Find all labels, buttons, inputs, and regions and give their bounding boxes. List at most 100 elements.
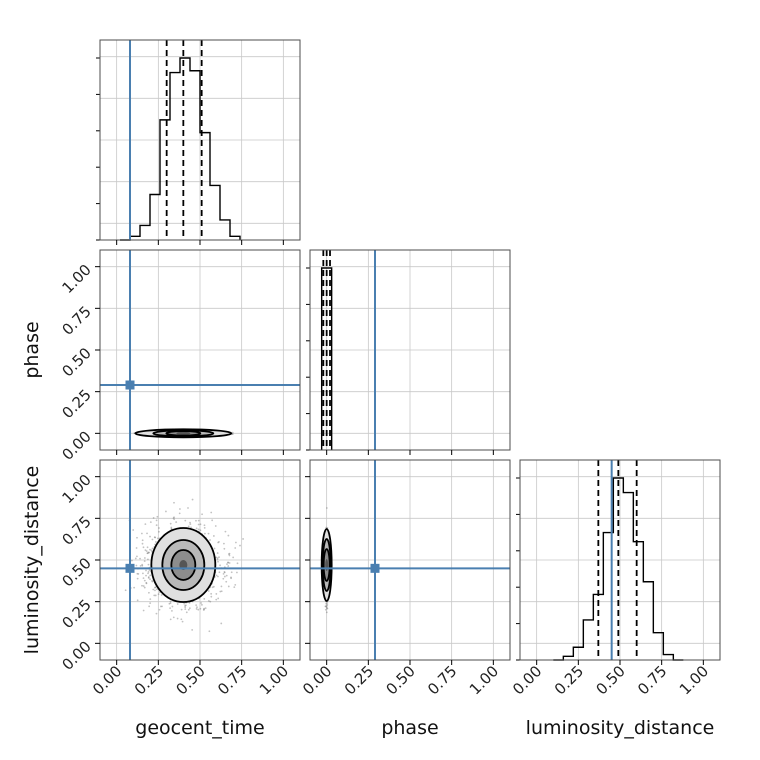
- sample-point: [234, 584, 237, 586]
- sample-point: [188, 607, 191, 610]
- sample-point: [187, 525, 190, 528]
- sample-point: [228, 552, 231, 555]
- sample-point: [223, 547, 226, 550]
- sample-point: [169, 600, 172, 603]
- sample-point: [201, 513, 203, 516]
- x-tick-label: 0.50: [592, 662, 628, 698]
- sample-point: [135, 564, 138, 567]
- sample-point: [227, 561, 229, 564]
- ld-phase-truth-marker: [370, 563, 380, 573]
- sample-point: [225, 574, 228, 577]
- sample-point: [154, 586, 157, 589]
- sample-point: [170, 527, 173, 530]
- sample-point: [218, 571, 221, 574]
- sample-point: [203, 597, 206, 600]
- sample-point: [149, 578, 151, 581]
- sample-point: [150, 549, 153, 552]
- sample-point: [195, 608, 198, 610]
- sample-point: [202, 609, 205, 611]
- sample-point: [228, 562, 231, 564]
- sample-point: [225, 580, 228, 583]
- sample-point: [213, 547, 216, 550]
- sample-point: [210, 511, 213, 514]
- x-tick-label: 0.25: [551, 662, 587, 698]
- sample-point: [184, 604, 186, 607]
- sample-point: [141, 563, 144, 566]
- sample-point: [136, 599, 139, 602]
- sample-point: [136, 536, 138, 539]
- sample-point: [151, 579, 154, 582]
- sample-point: [169, 607, 172, 610]
- sample-point: [208, 630, 211, 633]
- sample-point: [142, 577, 145, 580]
- sample-point: [184, 606, 187, 609]
- sample-point: [220, 622, 223, 625]
- sample-point: [136, 555, 138, 558]
- sample-point: [181, 620, 184, 623]
- sample-point: [214, 525, 217, 527]
- sample-point: [147, 576, 150, 579]
- sample-point: [228, 553, 230, 556]
- sample-point: [143, 560, 146, 563]
- histogram-phase: [320, 267, 333, 450]
- ld-phase-contour-1: [321, 538, 332, 592]
- sample-point: [158, 530, 160, 533]
- sample-point: [149, 521, 152, 523]
- sample-point: [149, 574, 152, 577]
- sample-point: [180, 608, 183, 611]
- sample-point: [184, 604, 187, 607]
- sample-point: [132, 529, 135, 531]
- sample-point: [224, 530, 227, 533]
- y-tick-label: 0.50: [58, 344, 94, 380]
- sample-point: [156, 537, 159, 540]
- sample-point: [141, 539, 144, 542]
- sample-point: [158, 527, 160, 529]
- sample-point: [145, 569, 147, 572]
- sample-point: [154, 536, 157, 539]
- sample-point: [155, 612, 158, 615]
- x-tick-label: 0.00: [509, 662, 545, 698]
- y-tick-label: 0.00: [58, 637, 94, 673]
- sample-point: [215, 593, 218, 595]
- sample-point: [199, 529, 202, 532]
- sample-point: [148, 605, 151, 608]
- ld-geocent-truth-marker: [125, 563, 135, 573]
- sample-point: [142, 546, 145, 549]
- sample-point: [216, 558, 219, 561]
- y-axis-label-luminosity-distance: luminosity_distance: [21, 466, 43, 655]
- sample-point: [130, 559, 133, 562]
- sample-point: [134, 557, 137, 560]
- sample-point: [215, 598, 218, 601]
- sample-point: [211, 586, 214, 589]
- sample-point: [188, 601, 191, 604]
- phase-geocent-contour-0: [134, 428, 233, 439]
- sample-point: [203, 524, 206, 527]
- sample-point: [204, 607, 207, 610]
- sample-point: [184, 519, 187, 522]
- sample-point: [230, 576, 232, 579]
- sample-point: [157, 593, 160, 596]
- sample-point: [199, 607, 202, 610]
- sample-point: [147, 563, 150, 566]
- sample-point: [156, 515, 159, 518]
- sample-point: [220, 590, 223, 593]
- sample-point: [231, 433, 234, 435]
- sample-point: [148, 551, 150, 554]
- sample-point: [222, 572, 225, 575]
- x-tick-label: 0.25: [131, 662, 167, 698]
- sample-point: [210, 592, 213, 595]
- phase-geocent-density-3: [176, 431, 191, 435]
- ld-geocent-contour-2: [170, 549, 197, 581]
- sample-point: [144, 549, 147, 552]
- sample-point: [200, 602, 202, 604]
- sample-point: [191, 498, 194, 501]
- sample-point: [207, 532, 210, 535]
- sample-point: [133, 586, 136, 589]
- sample-point: [154, 541, 157, 543]
- sample-point: [136, 572, 139, 575]
- sample-point: [207, 590, 210, 592]
- sample-point: [149, 602, 152, 605]
- x-tick-label: 1.00: [466, 662, 502, 698]
- sample-point: [209, 539, 211, 541]
- sample-point: [326, 603, 329, 606]
